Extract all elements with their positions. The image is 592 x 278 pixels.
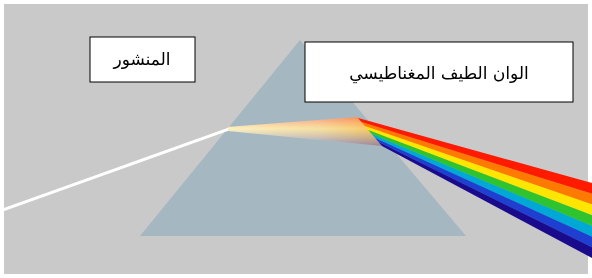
page: المنشور الوان الطيف المغناطيسي (() => { … [0, 0, 592, 278]
prism-label: المنشور [112, 50, 170, 70]
prism-diagram: المنشور الوان الطيف المغناطيسي [0, 0, 592, 278]
spectrum-label: الوان الطيف المغناطيسي [349, 64, 529, 84]
